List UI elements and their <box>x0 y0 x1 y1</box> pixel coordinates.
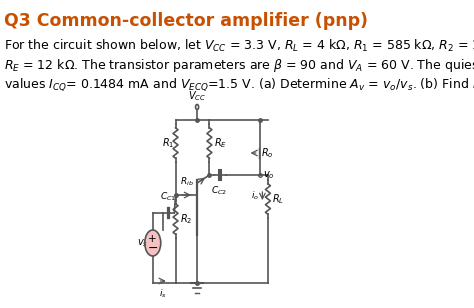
Text: +: + <box>148 234 157 244</box>
Text: Q3 Common-collector amplifier (pnp): Q3 Common-collector amplifier (pnp) <box>4 12 368 30</box>
Text: values $I_{CQ}$= 0.1484 mA and $V_{ECQ}$=1.5 V. (a) Determine $A_v$ = $v_o$/$v_s: values $I_{CQ}$= 0.1484 mA and $V_{ECQ}$… <box>4 76 474 93</box>
Text: For the circuit shown below, let $V_{CC}$ = 3.3 V, $R_L$ = 4 kΩ, $R_1$ = 585 kΩ,: For the circuit shown below, let $V_{CC}… <box>4 38 474 54</box>
Circle shape <box>145 230 161 256</box>
Text: $R_E$ = 12 kΩ. The transistor parameters are $\beta$ = 90 and $V_A$ = 60 V. The : $R_E$ = 12 kΩ. The transistor parameters… <box>4 57 474 74</box>
Text: $R_{ib}$: $R_{ib}$ <box>180 176 193 188</box>
Text: $i_o$: $i_o$ <box>251 190 259 202</box>
Text: $R_2$: $R_2$ <box>181 212 193 226</box>
Text: −: − <box>147 241 158 254</box>
Text: $R_E$: $R_E$ <box>214 136 228 150</box>
Text: $R_1$: $R_1$ <box>162 136 174 150</box>
Text: $C_{C1}$: $C_{C1}$ <box>160 191 176 203</box>
Text: $R_o$: $R_o$ <box>261 146 273 160</box>
Text: $C_{C2}$: $C_{C2}$ <box>211 184 228 197</box>
Text: $i_s$: $i_s$ <box>159 288 167 301</box>
Text: $V_{CC}$: $V_{CC}$ <box>188 89 206 103</box>
Text: $v_s$: $v_s$ <box>137 237 148 249</box>
Text: $v_o$: $v_o$ <box>263 169 274 181</box>
Text: $R_L$: $R_L$ <box>272 192 284 206</box>
